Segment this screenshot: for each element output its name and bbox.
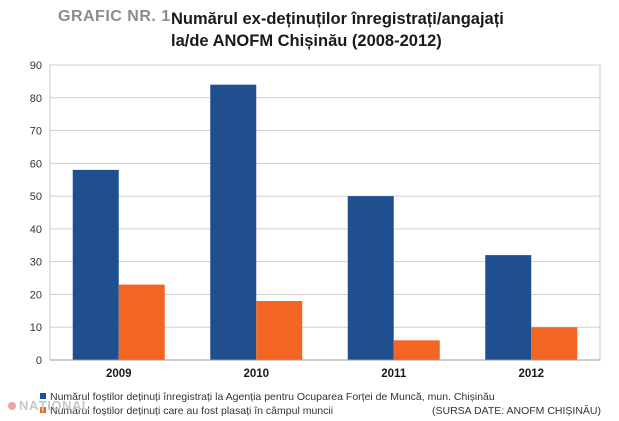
bar-registered-2010: [210, 84, 257, 361]
watermark-logo: NAȚIONAL: [8, 398, 90, 413]
watermark-text: NAȚIONAL: [19, 398, 91, 413]
y-tick-label: 10: [30, 322, 42, 334]
y-tick-label: 70: [30, 126, 42, 138]
bar-registered-2012: [485, 255, 532, 360]
legend-label-registered: Numărul foștilor deținuți înregistrați l…: [50, 391, 495, 403]
x-tick-label: 2009: [106, 368, 132, 380]
x-tick-label: 2012: [518, 368, 544, 380]
legend-item-registered: Numărul foștilor deținuți înregistrați l…: [40, 390, 615, 404]
legend-item-employed: Numărul foștilor deținuți care au fost p…: [40, 404, 615, 418]
legend-label-employed: Numărul foștilor deținuți care au fost p…: [50, 405, 334, 417]
watermark-dot-icon: [8, 402, 16, 410]
bar-employed-2011: [393, 340, 440, 360]
chart-title-line-1: Numărul ex-deținuților înregistrați/anga…: [171, 10, 504, 28]
y-tick-label: 80: [30, 93, 42, 105]
chart-title: Numărul ex-deținuților înregistrați/anga…: [171, 8, 611, 52]
x-tick-label: 2011: [381, 368, 407, 380]
figure-label: GRAFIC NR. 1: [58, 8, 171, 25]
chart-header: GRAFIC NR. 1 Numărul ex-deținuților înre…: [58, 8, 613, 58]
bar-employed-2010: [256, 301, 303, 360]
legend-swatch-employed: [40, 407, 46, 413]
y-tick-label: 20: [30, 289, 42, 301]
source-note: (SURSA DATE: ANOFM CHIȘINĂU): [432, 405, 601, 417]
bar-registered-2009: [72, 169, 119, 360]
bar-employed-2009: [118, 284, 165, 360]
x-tick-label: 2010: [243, 368, 269, 380]
bar-employed-2012: [531, 327, 578, 360]
y-tick-label: 50: [30, 191, 42, 203]
chart-title-line-2: la/de ANOFM Chișinău (2008-2012): [171, 32, 442, 50]
legend: Numărul foștilor deținuți înregistrați l…: [40, 390, 615, 418]
y-tick-label: 30: [30, 257, 42, 269]
y-tick-label: 90: [30, 60, 42, 72]
bar-chart: 0 10 20 30 40 50 60 70 80 90 2009 2010 2011 2012: [30, 60, 601, 380]
y-tick-label: 60: [30, 158, 42, 170]
bar-registered-2011: [347, 196, 394, 360]
y-tick-label: 0: [36, 355, 42, 367]
legend-swatch-registered: [40, 393, 46, 399]
y-tick-label: 40: [30, 224, 42, 236]
